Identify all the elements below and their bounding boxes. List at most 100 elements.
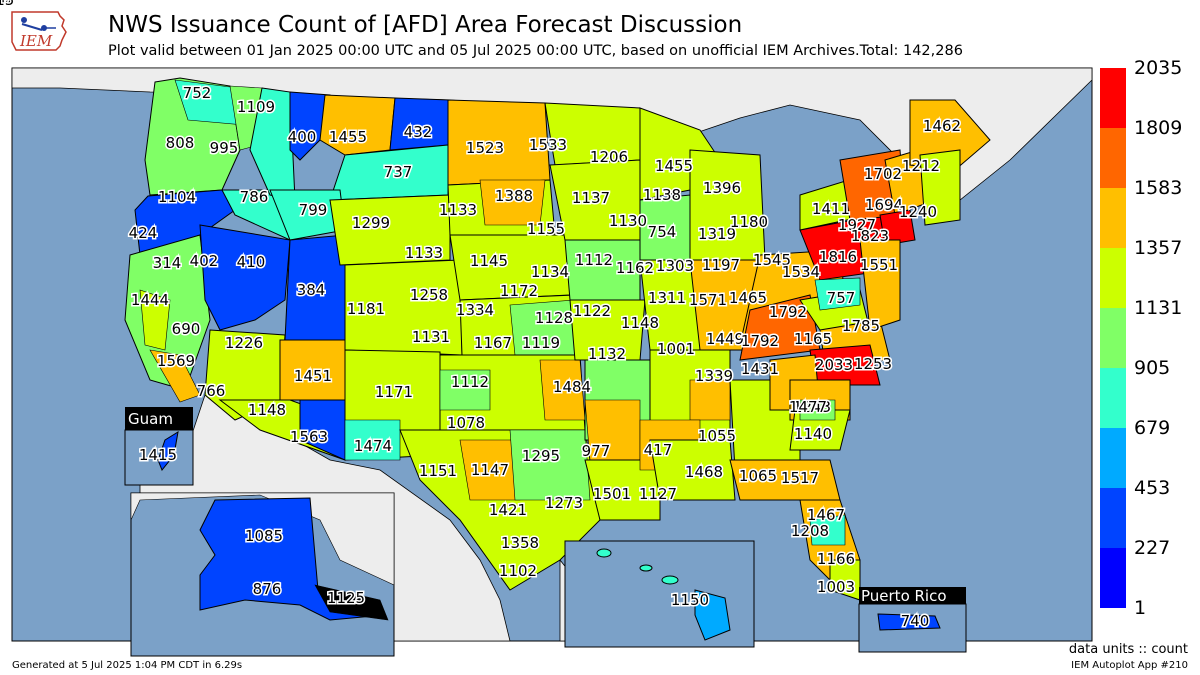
region-count-label: 1001: [657, 340, 695, 358]
generated-timestamp: Generated at 5 Jul 2025 1:04 PM CDT in 6…: [12, 660, 243, 671]
region-count-label: 1119: [522, 334, 560, 352]
region-count-label: 1444: [131, 291, 169, 309]
region-count-label: 1065: [739, 467, 777, 485]
chart-subtitle: Plot valid between 01 Jan 2025 00:00 UTC…: [108, 43, 963, 59]
map-value-labels: 752 1109 400 1455 432 1523 1533 1206 1455 1462 808…: [0, 0, 963, 632]
region-count-label: 1545: [753, 251, 791, 269]
region-count-label: 1212: [902, 157, 940, 175]
region-count-label: 1145: [470, 252, 508, 270]
region-count-label: 432: [404, 123, 433, 141]
region-count-label: 378: [0, 0, 14, 9]
region-count-label: 690: [172, 320, 201, 338]
region-count-label: 403: [0, 0, 14, 9]
region-count-label: 1449: [706, 330, 744, 348]
colorbar-tick-label: 453: [1134, 477, 1171, 499]
units-label: data units :: count: [1068, 642, 1188, 657]
region-count-label: 424: [129, 224, 158, 242]
region-count-label: 1112: [451, 373, 489, 391]
region-count-label: 417: [644, 441, 673, 459]
region-count-label: 1226: [225, 334, 263, 352]
region-count-label: 1823: [851, 227, 889, 245]
region-count-label: 1258: [410, 286, 448, 304]
region-count-label: 415: [0, 0, 14, 9]
colorbar-tick-label: 1131: [1134, 297, 1183, 319]
region-count-label: 1140: [794, 425, 832, 443]
colorbar: [1100, 68, 1126, 608]
region-count-label: 568: [0, 0, 14, 9]
region-count-label: 1172: [500, 282, 538, 300]
region-count-label: 1273: [545, 494, 583, 512]
region-count-label: 1465: [729, 289, 767, 307]
region-count-label: 1319: [698, 225, 736, 243]
region-count-label: 1148: [248, 401, 286, 419]
region-count-label: 737: [384, 163, 413, 181]
region-count-label: 1078: [447, 414, 485, 432]
region-count-label: 1415: [139, 446, 177, 464]
region-count-label: 314: [153, 254, 182, 272]
region-count-label: 995: [210, 139, 239, 157]
region-count-label: 1085: [245, 527, 283, 545]
region-count-label: 1243: [793, 398, 831, 416]
region-count-label: 1334: [456, 301, 494, 319]
region-count-label: 799: [299, 201, 328, 219]
region-count-label: 310: [0, 0, 14, 9]
region-count-label: 1167: [474, 334, 512, 352]
region-count-label: 1396: [703, 179, 741, 197]
region-count-label: 977: [582, 442, 611, 460]
region-count-label: 1455: [655, 157, 693, 175]
region-count-label: 402: [190, 252, 219, 270]
region-count-label: 1467: [807, 506, 845, 524]
region-count-label: 1451: [294, 367, 332, 385]
region-count-label: 1162: [616, 259, 654, 277]
region-count-label: 384: [297, 281, 326, 299]
region-count-label: 1137: [572, 189, 610, 207]
colorbar-tick-label: 1: [1134, 597, 1147, 619]
guam-inset-title: Guam: [128, 410, 173, 428]
svg-text:IEM: IEM: [19, 32, 53, 50]
colorbar-segment: [1100, 488, 1126, 548]
region-count-label: 1694: [865, 196, 903, 214]
region-count-label: 1128: [535, 309, 573, 327]
colorbar-tick-label: 2035: [1134, 57, 1183, 79]
colorbar-segment: [1100, 188, 1126, 248]
colorbar-tick-label: 1583: [1134, 177, 1183, 199]
region-count-label: 1109: [237, 98, 275, 116]
region-count-label: 1104: [158, 188, 196, 206]
region-count-label: 1122: [573, 302, 611, 320]
region-count-label: 1151: [419, 462, 457, 480]
region-count-label: 1551: [860, 256, 898, 274]
region-count-label: 1150: [671, 591, 709, 609]
region-count-label: 752: [183, 84, 212, 102]
region-count-label: 1517: [781, 469, 819, 487]
region-count-label: 1501: [593, 485, 631, 503]
region-count-label: 1792: [769, 303, 807, 321]
region-count-label: 1468: [685, 463, 723, 481]
region-count-label: 1055: [698, 427, 736, 445]
region-count-label: 1477: [789, 398, 827, 416]
colorbar-segment: [1100, 68, 1126, 128]
region-count-label: 754: [648, 223, 677, 241]
region-count-label: 1785: [842, 317, 880, 335]
region-count-label: 1358: [501, 534, 539, 552]
puerto-rico-inset-title: Puerto Rico: [861, 587, 947, 605]
region-count-label: 1133: [439, 201, 477, 219]
region-count-label: 1388: [495, 187, 533, 205]
region-count-label: 1197: [702, 256, 740, 274]
region-count-label: 786: [240, 188, 269, 206]
region-count-label: 1112: [575, 251, 613, 269]
region-count-label: 1816: [819, 248, 857, 266]
region-count-label: 1138: [643, 186, 681, 204]
colorbar-tick-label: 227: [1134, 537, 1171, 559]
region-count-label: 667: [0, 0, 14, 9]
colorbar-tick-label: 905: [1134, 357, 1171, 379]
colorbar-segment: [1100, 248, 1126, 308]
region-count-label: 740: [901, 612, 930, 630]
region-count-label: 1171: [375, 383, 413, 401]
region-count-label: 1792: [741, 332, 779, 350]
region-count-label: 1421: [489, 501, 527, 519]
region-count-label: 1130: [609, 212, 647, 230]
colorbar-segment: [1100, 128, 1126, 188]
region-count-label: 1165: [794, 330, 832, 348]
region-count-label: 1166: [817, 550, 855, 568]
